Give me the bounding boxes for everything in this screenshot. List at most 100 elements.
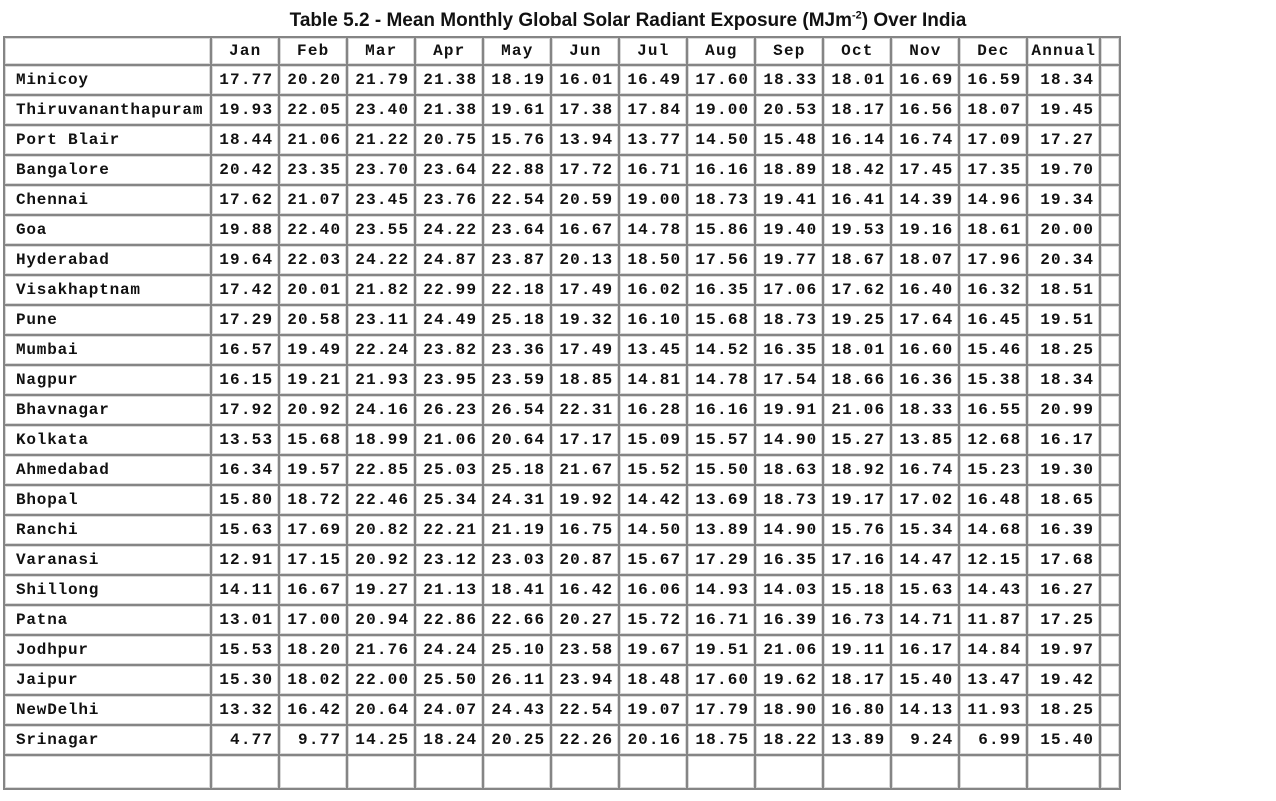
monthly-value-cell: 24.22 bbox=[348, 246, 415, 274]
monthly-value-cell: 13.77 bbox=[620, 126, 687, 154]
solar-exposure-table: Jan Feb Mar Apr May Jun Jul Aug Sep Oct Nov Dec Annu… bbox=[3, 36, 1122, 790]
empty-cell bbox=[552, 756, 619, 788]
table-title: Table 5.2 - Mean Monthly Global Solar Ra… bbox=[0, 8, 1256, 34]
empty-cell bbox=[348, 756, 415, 788]
monthly-value-cell: 15.18 bbox=[824, 576, 891, 604]
monthly-value-cell: 21.93 bbox=[348, 366, 415, 394]
monthly-value-cell: 16.15 bbox=[212, 366, 279, 394]
empty-cell bbox=[1028, 756, 1100, 788]
monthly-value-cell: 19.11 bbox=[824, 636, 891, 664]
monthly-value-cell: 15.53 bbox=[212, 636, 279, 664]
table-row: Patna 13.01 17.00 20.94 22.86 22.66 20.27 15.72… bbox=[5, 606, 1120, 634]
monthly-value-cell: 19.16 bbox=[892, 216, 959, 244]
monthly-value-cell: 21.22 bbox=[348, 126, 415, 154]
column-header: Feb bbox=[280, 38, 347, 64]
empty-trailing-cell bbox=[1101, 576, 1120, 604]
annual-value-cell: 17.27 bbox=[1028, 126, 1100, 154]
station-name: Visakhaptnam bbox=[5, 276, 211, 304]
monthly-value-cell: 20.53 bbox=[756, 96, 823, 124]
empty-cell bbox=[212, 756, 279, 788]
monthly-value-cell: 23.94 bbox=[552, 666, 619, 694]
table-row: Srinagar 4.77 9.77 14.25 18.24 20.25 22.26 20.1… bbox=[5, 726, 1120, 754]
monthly-value-cell: 20.20 bbox=[280, 66, 347, 94]
header-trailing-cell bbox=[1101, 38, 1120, 64]
empty-trailing-cell bbox=[1101, 336, 1120, 364]
empty-trailing-cell bbox=[1101, 216, 1120, 244]
monthly-value-cell: 25.50 bbox=[416, 666, 483, 694]
annual-value-cell: 16.27 bbox=[1028, 576, 1100, 604]
monthly-value-cell: 14.25 bbox=[348, 726, 415, 754]
station-name: Pune bbox=[5, 306, 211, 334]
monthly-value-cell: 17.06 bbox=[756, 276, 823, 304]
empty-cell bbox=[484, 756, 551, 788]
monthly-value-cell: 18.48 bbox=[620, 666, 687, 694]
table-row: Nagpur 16.15 19.21 21.93 23.95 23.59 18.85 14.8… bbox=[5, 366, 1120, 394]
monthly-value-cell: 19.00 bbox=[620, 186, 687, 214]
monthly-value-cell: 16.60 bbox=[892, 336, 959, 364]
monthly-value-cell: 17.02 bbox=[892, 486, 959, 514]
monthly-value-cell: 17.29 bbox=[688, 546, 755, 574]
monthly-value-cell: 18.33 bbox=[892, 396, 959, 424]
monthly-value-cell: 16.01 bbox=[552, 66, 619, 94]
monthly-value-cell: 16.75 bbox=[552, 516, 619, 544]
monthly-value-cell: 15.67 bbox=[620, 546, 687, 574]
monthly-value-cell: 16.16 bbox=[688, 156, 755, 184]
monthly-value-cell: 14.13 bbox=[892, 696, 959, 724]
monthly-value-cell: 16.35 bbox=[688, 276, 755, 304]
monthly-value-cell: 24.22 bbox=[416, 216, 483, 244]
title-exponent: -2 bbox=[852, 9, 862, 22]
monthly-value-cell: 17.84 bbox=[620, 96, 687, 124]
monthly-value-cell: 20.27 bbox=[552, 606, 619, 634]
monthly-value-cell: 16.71 bbox=[688, 606, 755, 634]
monthly-value-cell: 17.60 bbox=[688, 66, 755, 94]
monthly-value-cell: 16.28 bbox=[620, 396, 687, 424]
monthly-value-cell: 18.20 bbox=[280, 636, 347, 664]
annual-value-cell: 16.39 bbox=[1028, 516, 1100, 544]
monthly-value-cell: 19.67 bbox=[620, 636, 687, 664]
table-row: Pune 17.29 20.58 23.11 24.49 25.18 19.32 16.10 1… bbox=[5, 306, 1120, 334]
column-header: Apr bbox=[416, 38, 483, 64]
monthly-value-cell: 22.18 bbox=[484, 276, 551, 304]
monthly-value-cell: 17.54 bbox=[756, 366, 823, 394]
monthly-value-cell: 16.71 bbox=[620, 156, 687, 184]
monthly-value-cell: 22.24 bbox=[348, 336, 415, 364]
monthly-value-cell: 16.41 bbox=[824, 186, 891, 214]
empty-cell bbox=[960, 756, 1027, 788]
monthly-value-cell: 17.35 bbox=[960, 156, 1027, 184]
monthly-value-cell: 23.76 bbox=[416, 186, 483, 214]
table-row: Thiruvananthapuram 19.93 22.05 23.40 21.38 19… bbox=[5, 96, 1120, 124]
annual-value-cell: 17.25 bbox=[1028, 606, 1100, 634]
column-header: Aug bbox=[688, 38, 755, 64]
monthly-value-cell: 15.38 bbox=[960, 366, 1027, 394]
monthly-value-cell: 23.82 bbox=[416, 336, 483, 364]
monthly-value-cell: 17.09 bbox=[960, 126, 1027, 154]
table-row: Kolkata 13.53 15.68 18.99 21.06 20.64 17.17 15.… bbox=[5, 426, 1120, 454]
empty-cell bbox=[892, 756, 959, 788]
station-name: Chennai bbox=[5, 186, 211, 214]
monthly-value-cell: 14.50 bbox=[688, 126, 755, 154]
monthly-value-cell: 23.87 bbox=[484, 246, 551, 274]
monthly-value-cell: 14.71 bbox=[892, 606, 959, 634]
monthly-value-cell: 22.99 bbox=[416, 276, 483, 304]
monthly-value-cell: 16.32 bbox=[960, 276, 1027, 304]
empty-trailing-cell bbox=[1101, 516, 1120, 544]
monthly-value-cell: 19.27 bbox=[348, 576, 415, 604]
monthly-value-cell: 15.68 bbox=[688, 306, 755, 334]
empty-trailing-cell bbox=[1101, 666, 1120, 694]
station-name: Nagpur bbox=[5, 366, 211, 394]
annual-value-cell: 15.40 bbox=[1028, 726, 1100, 754]
monthly-value-cell: 16.49 bbox=[620, 66, 687, 94]
monthly-value-cell: 17.62 bbox=[212, 186, 279, 214]
monthly-value-cell: 21.38 bbox=[416, 66, 483, 94]
station-name: Srinagar bbox=[5, 726, 211, 754]
station-name: Jodhpur bbox=[5, 636, 211, 664]
station-name: Port Blair bbox=[5, 126, 211, 154]
monthly-value-cell: 13.47 bbox=[960, 666, 1027, 694]
column-header: Sep bbox=[756, 38, 823, 64]
monthly-value-cell: 24.16 bbox=[348, 396, 415, 424]
column-header: Nov bbox=[892, 38, 959, 64]
monthly-value-cell: 17.64 bbox=[892, 306, 959, 334]
monthly-value-cell: 15.63 bbox=[892, 576, 959, 604]
monthly-value-cell: 17.96 bbox=[960, 246, 1027, 274]
monthly-value-cell: 22.66 bbox=[484, 606, 551, 634]
